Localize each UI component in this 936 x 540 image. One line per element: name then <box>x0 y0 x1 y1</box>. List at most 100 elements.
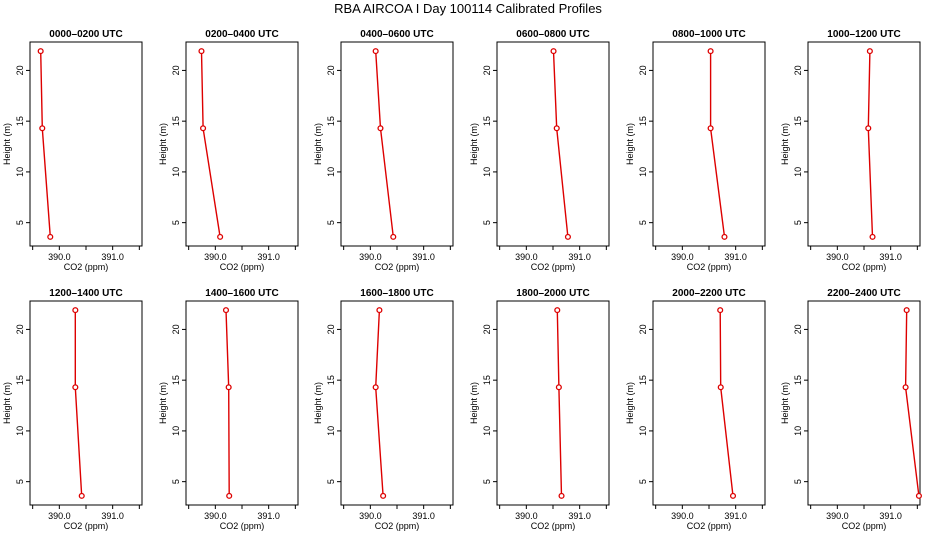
y-tick-label: 10 <box>171 167 181 177</box>
x-tick-label: 390.0 <box>515 511 538 521</box>
y-tick-label: 15 <box>171 116 181 126</box>
panel-title: 1000–1200 UTC <box>827 29 900 40</box>
y-axis-label: Height (m) <box>469 123 479 165</box>
x-axis-label: CO2 (ppm) <box>687 521 732 531</box>
x-axis-label: CO2 (ppm) <box>64 262 109 272</box>
x-tick-label: 391.0 <box>568 252 591 262</box>
data-point <box>555 384 562 391</box>
data-point <box>372 48 379 55</box>
y-tick-label: 15 <box>326 116 336 126</box>
data-point <box>554 307 561 314</box>
data-point <box>47 233 54 240</box>
y-tick-label: 15 <box>793 116 803 126</box>
data-point <box>198 48 205 55</box>
y-tick-label: 5 <box>482 220 492 225</box>
data-point <box>222 307 230 314</box>
data-point <box>717 307 724 314</box>
x-tick-label: 390.0 <box>671 511 694 521</box>
y-axis-label: Height (m) <box>158 382 168 424</box>
data-point <box>380 492 387 499</box>
y-tick-label: 10 <box>326 167 336 177</box>
y-tick-label: 20 <box>482 324 492 334</box>
y-axis-label: Height (m) <box>780 123 790 165</box>
data-point <box>39 125 46 132</box>
x-tick-label: 391.0 <box>724 511 747 521</box>
data-point <box>78 492 85 499</box>
profile-panel: 0400–0600 UTC 390.0 391.0 5 10 15 20 CO2 (ppm) H… <box>313 29 454 272</box>
x-axis-label: CO2 (ppm) <box>220 521 265 531</box>
data-point <box>869 233 876 240</box>
y-tick-label: 5 <box>15 220 25 225</box>
x-tick-label: 390.0 <box>515 252 538 262</box>
panel-title: 2200–2400 UTC <box>827 288 900 299</box>
y-tick-label: 5 <box>326 220 336 225</box>
y-axis-label: Height (m) <box>625 123 635 165</box>
x-tick-label: 390.0 <box>359 511 382 521</box>
x-tick-label: 390.0 <box>204 511 227 521</box>
panel-title: 1200–1400 UTC <box>49 288 122 299</box>
x-tick-label: 391.0 <box>101 511 124 521</box>
data-point <box>915 492 922 499</box>
data-point <box>376 307 383 314</box>
x-tick-label: 391.0 <box>724 252 747 262</box>
y-tick-label: 15 <box>171 375 181 385</box>
y-tick-label: 20 <box>638 324 648 334</box>
x-axis-label: CO2 (ppm) <box>375 262 420 272</box>
profile-panel: 0800–1000 UTC 390.0 391.0 5 10 15 20 CO2 (ppm) H… <box>625 29 766 272</box>
y-axis-label: Height (m) <box>780 382 790 424</box>
profile-panel: 0000–0200 UTC 390.0 391.0 5 10 15 20 CO2 (ppm) H… <box>2 29 143 272</box>
data-point <box>721 233 728 240</box>
y-tick-label: 5 <box>171 479 181 484</box>
x-axis-label: CO2 (ppm) <box>687 262 732 272</box>
x-tick-label: 391.0 <box>412 511 435 521</box>
data-point <box>226 492 233 499</box>
panel-title: 1800–2000 UTC <box>516 288 589 299</box>
profile-panel: 2000–2200 UTC 390.0 391.0 5 10 15 20 CO2 (ppm) H… <box>625 288 766 531</box>
panel-title: 0000–0200 UTC <box>49 29 122 40</box>
x-tick-label: 390.0 <box>671 252 694 262</box>
data-point <box>866 48 873 55</box>
x-axis-label: CO2 (ppm) <box>842 521 887 531</box>
x-axis-label: CO2 (ppm) <box>531 521 576 531</box>
x-tick-label: 391.0 <box>257 511 280 521</box>
profile-panel: 1400–1600 UTC 390.0 391.0 5 10 15 20 CO2 (ppm) H… <box>158 288 299 531</box>
y-tick-label: 10 <box>482 426 492 436</box>
x-tick-label: 391.0 <box>568 511 591 521</box>
y-axis-label: Height (m) <box>469 382 479 424</box>
y-tick-label: 15 <box>326 375 336 385</box>
x-axis-label: CO2 (ppm) <box>64 521 109 531</box>
y-axis-label: Height (m) <box>2 382 12 424</box>
y-tick-label: 10 <box>15 426 25 436</box>
y-tick-label: 5 <box>638 220 648 225</box>
y-tick-label: 15 <box>482 375 492 385</box>
profile-panel: 0600–0800 UTC 390.0 391.0 5 10 15 20 CO2 (ppm) H… <box>469 29 610 272</box>
data-point <box>225 384 232 391</box>
panel-title: 0600–0800 UTC <box>516 29 589 40</box>
x-axis-label: CO2 (ppm) <box>220 262 265 272</box>
data-point <box>729 492 737 499</box>
x-tick-label: 390.0 <box>204 252 227 262</box>
data-point <box>200 125 207 132</box>
data-point <box>717 384 724 391</box>
data-point <box>707 125 714 132</box>
y-tick-label: 20 <box>15 65 25 75</box>
profile-panel: 1200–1400 UTC 390.0 391.0 5 10 15 20 CO2 (ppm) H… <box>2 288 143 531</box>
x-tick-label: 391.0 <box>879 252 902 262</box>
profile-panel: 2200–2400 UTC 390.0 391.0 5 10 15 20 CO2 (ppm) H… <box>780 288 922 531</box>
data-point <box>72 384 79 391</box>
x-tick-label: 391.0 <box>879 511 902 521</box>
data-point <box>903 307 910 314</box>
y-tick-label: 20 <box>793 65 803 75</box>
x-tick-label: 390.0 <box>48 252 71 262</box>
data-point <box>564 233 571 240</box>
y-tick-label: 5 <box>793 220 803 225</box>
x-tick-label: 391.0 <box>412 252 435 262</box>
y-tick-label: 15 <box>482 116 492 126</box>
figure-title: RBA AIRCOA I Day 100114 Calibrated Profi… <box>334 1 602 16</box>
y-tick-label: 20 <box>482 65 492 75</box>
y-tick-label: 5 <box>15 479 25 484</box>
panel-title: 1600–1800 UTC <box>360 288 433 299</box>
data-point <box>217 233 224 240</box>
